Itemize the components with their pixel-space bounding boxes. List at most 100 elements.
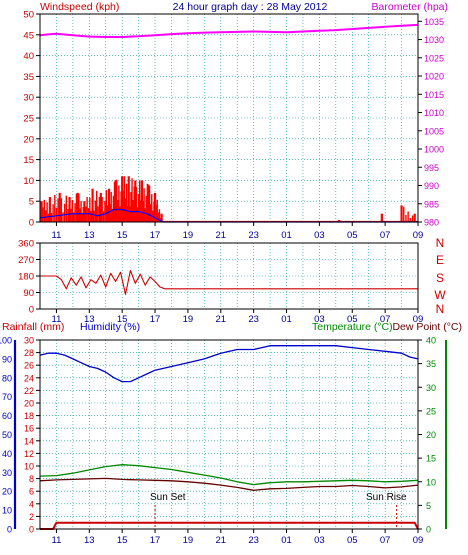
temperature-tick-label: 20 xyxy=(426,430,436,440)
rainfall-tick-label: 26 xyxy=(24,361,34,371)
temperature-tick-label: 15 xyxy=(426,454,436,464)
x-tick-label: 09 xyxy=(413,535,424,546)
x-tick-label: 17 xyxy=(150,535,161,546)
chart-border xyxy=(39,339,419,530)
temperature-tick-label: 0 xyxy=(426,525,431,535)
x-tick-label: 13 xyxy=(84,535,95,546)
humidity-tick-label: 20 xyxy=(2,487,12,497)
humidity-axis-label: Humidity (%) xyxy=(80,321,140,333)
x-tick-label: 11 xyxy=(51,535,61,546)
windspeed-tick-label: 10 xyxy=(23,176,34,187)
compass-label: N xyxy=(436,236,445,250)
barometer-tick-label: 1020 xyxy=(424,72,444,82)
temperature-axis-label: Temperature (°C) xyxy=(312,321,393,333)
x-tick-label: 11 xyxy=(51,314,61,325)
sunrise-label: Sun Rise xyxy=(366,492,407,503)
direction-tick-label: 180 xyxy=(18,272,34,283)
humidity-tick-label: 70 xyxy=(2,392,12,402)
x-tick-label: 09 xyxy=(413,230,424,241)
direction-tick-label: 270 xyxy=(18,255,34,266)
humidity-tick-label: 30 xyxy=(2,468,12,478)
barometer-tick-label: 1030 xyxy=(424,35,444,45)
windspeed-tick-label: 15 xyxy=(23,155,34,166)
barometer-tick-label: 995 xyxy=(424,163,439,173)
temperature-tick-label: 40 xyxy=(426,336,436,346)
x-tick-label: 03 xyxy=(314,314,325,325)
rainfall-tick-label: 16 xyxy=(24,424,34,434)
x-tick-label: 05 xyxy=(347,535,358,546)
rainfall-tick-label: 28 xyxy=(24,348,34,358)
x-tick-label: 15 xyxy=(117,535,128,546)
windspeed-tick-label: 25 xyxy=(23,114,34,125)
x-tick-label: 03 xyxy=(314,535,325,546)
x-tick-label: 01 xyxy=(281,535,292,546)
rainfall-tick-label: 2 xyxy=(29,512,34,522)
x-tick-label: 07 xyxy=(380,230,391,241)
chart-border xyxy=(39,13,419,223)
rainfall-tick-label: 24 xyxy=(24,373,34,383)
temperature-tick-label: 25 xyxy=(426,406,436,416)
barometer-tick-label: 1010 xyxy=(424,108,444,118)
rainfall-axis-label: Rainfall (mm) xyxy=(2,321,64,333)
x-tick-label: 23 xyxy=(248,535,259,546)
compass-label: E xyxy=(436,253,444,267)
temperature-tick-label: 35 xyxy=(426,359,436,369)
x-tick-label: 07 xyxy=(380,314,391,325)
barometer-tick-label: 990 xyxy=(424,181,439,191)
rainfall-tick-label: 22 xyxy=(24,386,34,396)
rainfall-tick-label: 8 xyxy=(29,474,34,484)
x-tick-label: 23 xyxy=(248,230,259,241)
x-tick-label: 21 xyxy=(215,535,226,546)
x-tick-label: 17 xyxy=(150,314,161,325)
x-tick-label: 03 xyxy=(314,230,325,241)
windspeed-tick-label: 45 xyxy=(23,30,34,41)
rainfall-tick-label: 0 xyxy=(29,525,34,535)
x-tick-label: 15 xyxy=(117,314,128,325)
rainfall-tick-label: 10 xyxy=(24,462,34,472)
rainfall-tick-label: 4 xyxy=(29,499,34,509)
rainfall-tick-label: 12 xyxy=(24,449,34,459)
humidity-tick-label: 100 xyxy=(0,336,12,346)
chart-border xyxy=(39,242,419,310)
rainfall-tick-label: 14 xyxy=(24,436,34,446)
temperature-tick-label: 10 xyxy=(426,477,436,487)
humidity-line xyxy=(39,345,419,383)
windspeed-tick-label: 30 xyxy=(23,93,34,104)
humidity-tick-label: 90 xyxy=(2,354,12,364)
compass-label: W xyxy=(434,288,446,302)
barometer-tick-label: 1015 xyxy=(424,90,444,100)
rainfall-tick-label: 18 xyxy=(24,411,34,421)
barometer-tick-label: 1005 xyxy=(424,126,444,136)
x-tick-label: 23 xyxy=(248,314,259,325)
dew-point-line xyxy=(39,477,419,491)
humidity-tick-label: 80 xyxy=(2,373,12,383)
x-tick-label: 13 xyxy=(84,314,95,325)
windspeed-tick-label: 40 xyxy=(23,51,34,62)
windspeed-axis-label: Windspeed (kph) xyxy=(40,1,119,13)
x-tick-label: 21 xyxy=(215,314,226,325)
humidity-tick-label: 0 xyxy=(7,525,12,535)
graph-title: 24 hour graph day : 28 May 2012 xyxy=(173,1,328,13)
x-tick-label: 19 xyxy=(183,314,194,325)
sunset-label: Sun Set xyxy=(150,492,186,503)
x-tick-label: 17 xyxy=(150,230,161,241)
x-tick-label: 15 xyxy=(117,230,128,241)
x-tick-label: 19 xyxy=(183,535,194,546)
barometer-tick-label: 1025 xyxy=(424,53,444,63)
windspeed-tick-label: 5 xyxy=(29,197,34,208)
x-tick-label: 21 xyxy=(215,230,226,241)
temperature-tick-label: 30 xyxy=(426,383,436,393)
mean-windspeed-line xyxy=(39,208,418,223)
windspeed-tick-label: 0 xyxy=(29,218,34,229)
humidity-tick-label: 10 xyxy=(2,506,12,516)
barometer-tick-label: 985 xyxy=(424,199,439,209)
temperature-line xyxy=(39,464,419,486)
x-tick-label: 01 xyxy=(281,314,292,325)
barometer-axis-label: Barometer (hpa) xyxy=(372,1,448,13)
x-tick-label: 13 xyxy=(84,230,95,241)
barometer-tick-label: 1035 xyxy=(424,17,444,27)
humidity-tick-label: 40 xyxy=(2,449,12,459)
direction-tick-label: 90 xyxy=(23,288,34,299)
x-tick-label: 01 xyxy=(281,230,292,241)
